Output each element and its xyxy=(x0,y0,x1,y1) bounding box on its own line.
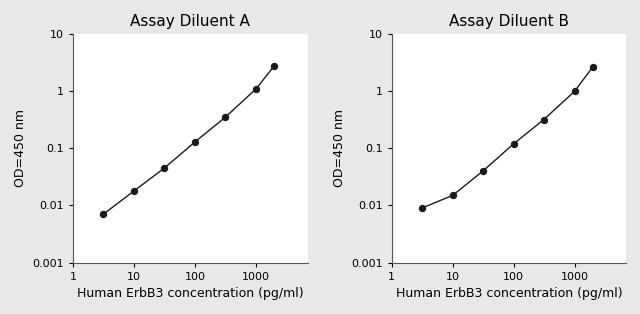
Y-axis label: OD=450 nm: OD=450 nm xyxy=(14,109,27,187)
Y-axis label: OD=450 nm: OD=450 nm xyxy=(333,109,346,187)
Title: Assay Diluent A: Assay Diluent A xyxy=(131,14,250,29)
Title: Assay Diluent B: Assay Diluent B xyxy=(449,14,569,29)
X-axis label: Human ErbB3 concentration (pg/ml): Human ErbB3 concentration (pg/ml) xyxy=(77,287,303,300)
X-axis label: Human ErbB3 concentration (pg/ml): Human ErbB3 concentration (pg/ml) xyxy=(396,287,622,300)
